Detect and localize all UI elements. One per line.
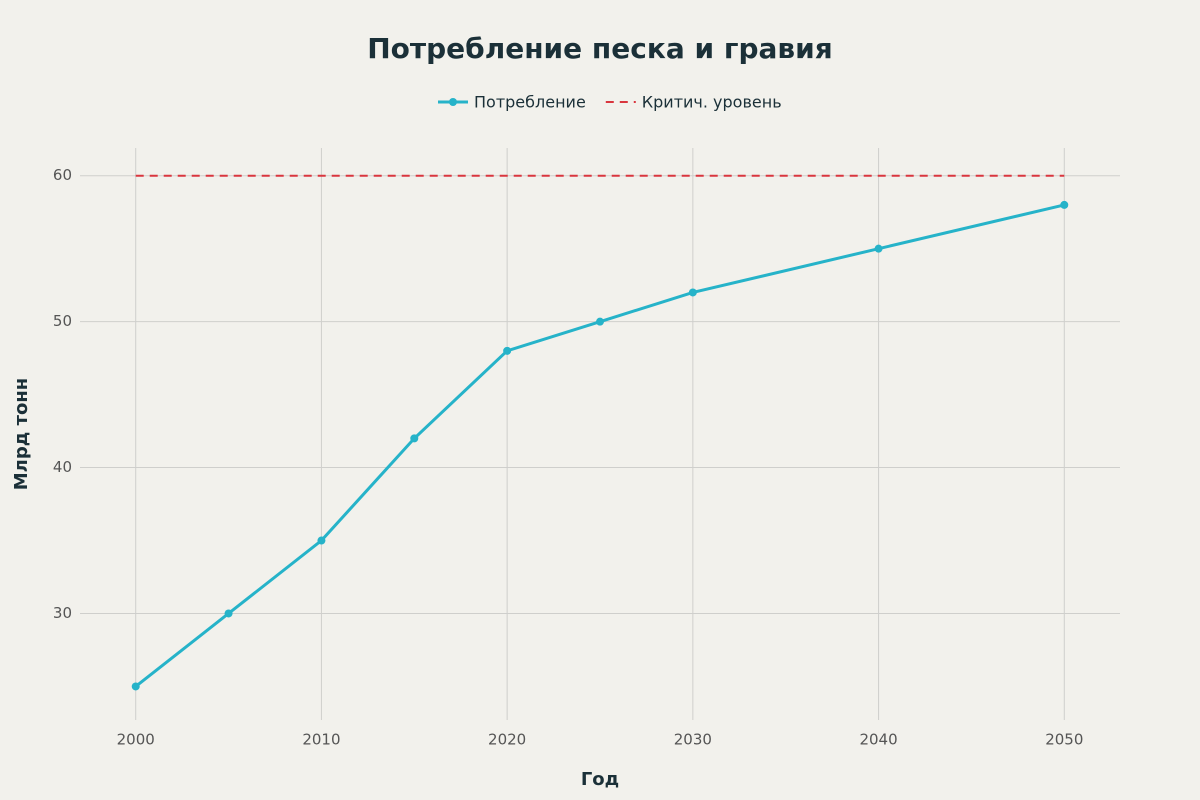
data-point [1060, 200, 1069, 209]
data-point [596, 317, 604, 326]
x-tick-label: 2010 [302, 731, 340, 749]
legend: Потребление Критич. уровень [438, 93, 782, 112]
x-tick-label: 2050 [1045, 731, 1083, 749]
x-tick-label: 2020 [488, 731, 526, 749]
data-point [131, 682, 140, 691]
data-point [688, 288, 697, 297]
legend-label: Потребление [474, 93, 586, 112]
chart-title: Потребление песка и гравия [367, 32, 833, 65]
data-point [874, 244, 883, 253]
data-point [317, 536, 326, 545]
data-point [410, 434, 419, 443]
y-tick-label: 50 [53, 312, 72, 330]
data-point [503, 346, 512, 355]
y-axis-label: Млрд тонн [11, 378, 32, 490]
x-tick-label: 2030 [674, 731, 712, 749]
x-tick-label: 2000 [117, 731, 155, 749]
x-tick-label: 2040 [859, 731, 897, 749]
legend-label: Критич. уровень [642, 93, 782, 112]
x-axis-label: Год [581, 769, 619, 790]
legend-marker [449, 98, 457, 106]
y-tick-label: 40 [53, 458, 72, 476]
data-point [224, 609, 233, 618]
y-tick-label: 30 [53, 604, 72, 622]
y-tick-label: 60 [53, 166, 72, 184]
